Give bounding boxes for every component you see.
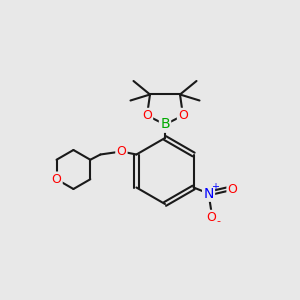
Text: O: O — [142, 109, 152, 122]
Text: B: B — [160, 118, 170, 131]
Text: O: O — [52, 173, 61, 186]
Text: O: O — [228, 182, 238, 196]
Text: +: + — [211, 182, 219, 192]
Text: O: O — [207, 211, 217, 224]
Text: O: O — [178, 109, 188, 122]
Text: N: N — [203, 187, 214, 200]
Text: -: - — [216, 216, 220, 226]
Text: O: O — [116, 145, 126, 158]
